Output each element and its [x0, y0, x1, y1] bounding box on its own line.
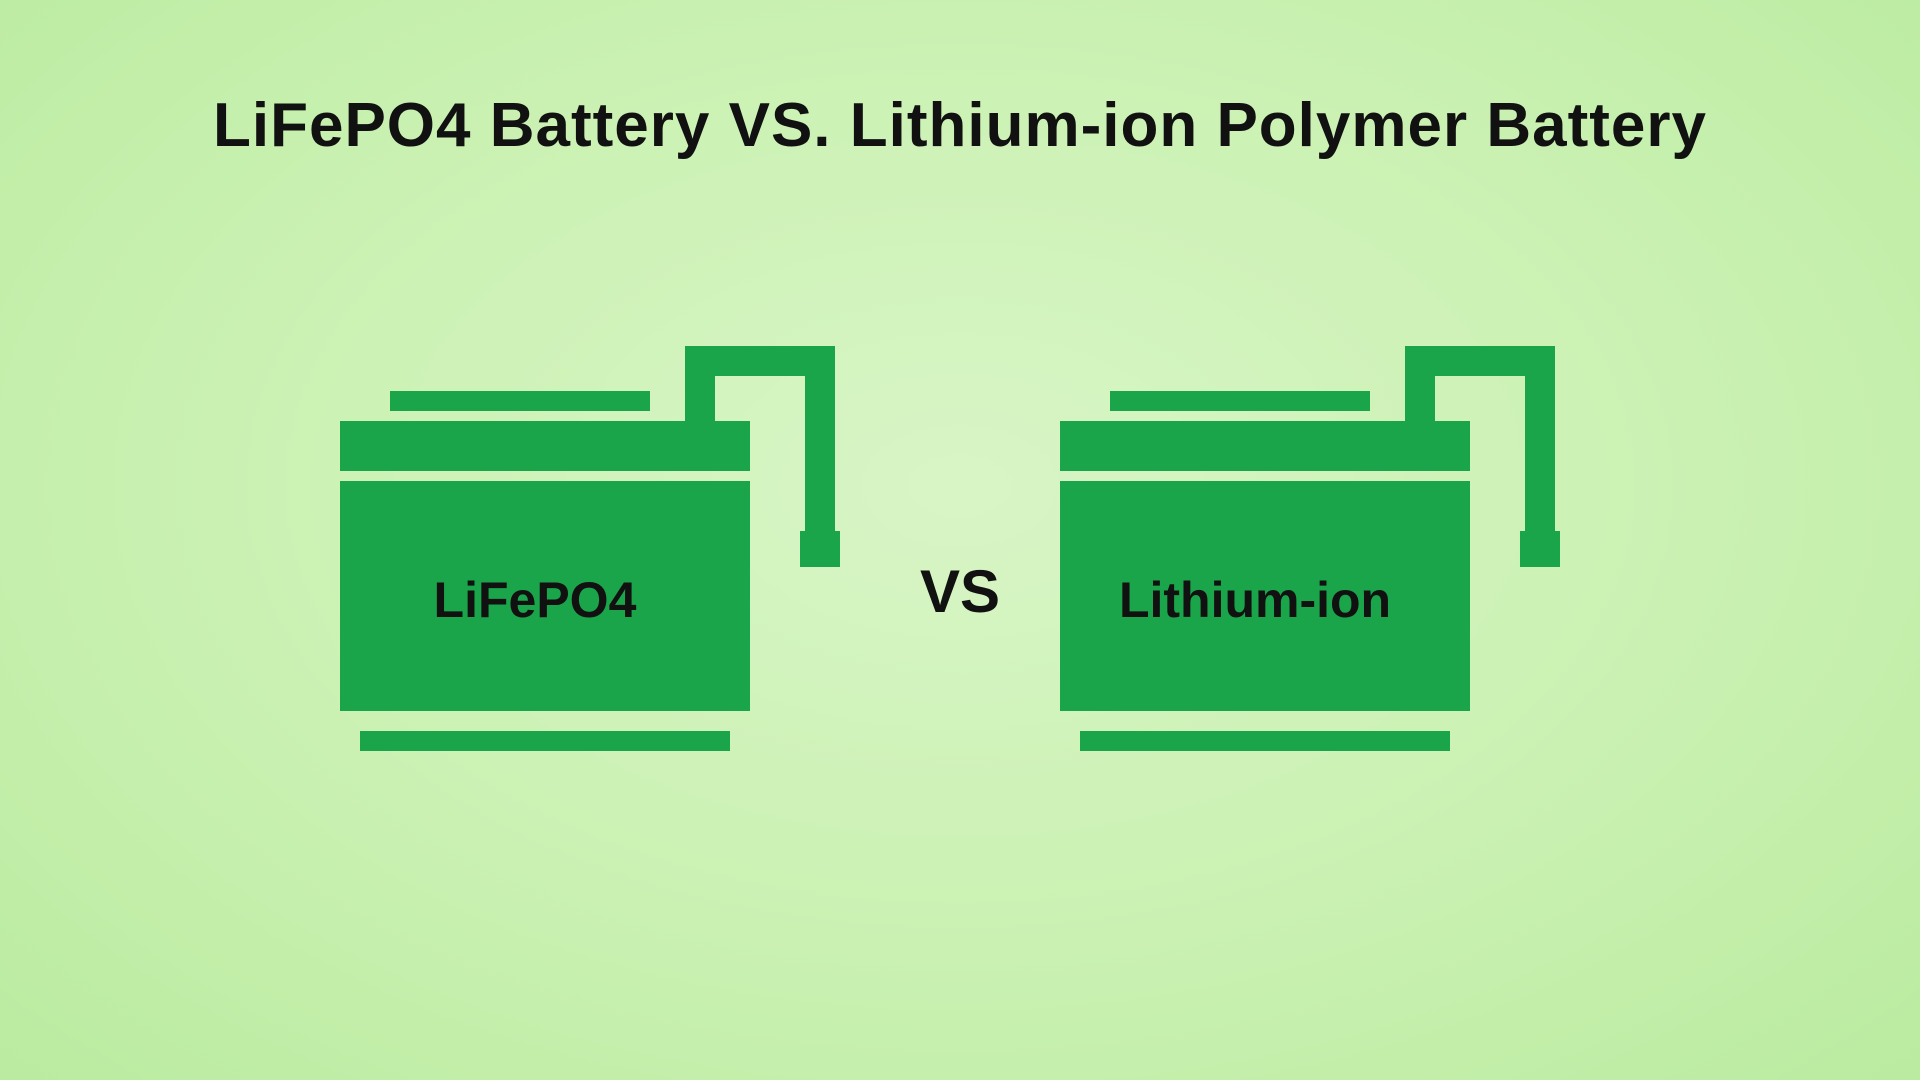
battery-left-label: LiFePO4: [320, 571, 750, 629]
comparison-row: LiFePO4 VS Lithium-ion: [320, 341, 1600, 761]
battery-icon: [1040, 341, 1600, 761]
infographic-canvas: LiFePO4 Battery VS. Lithium-ion Polymer …: [0, 0, 1920, 1080]
battery-right-label: Lithium-ion: [1040, 571, 1470, 629]
vs-label: VS: [920, 557, 1000, 626]
battery-right: Lithium-ion: [1040, 341, 1600, 761]
battery-icon: [320, 341, 880, 761]
page-title: LiFePO4 Battery VS. Lithium-ion Polymer …: [213, 90, 1707, 161]
battery-left: LiFePO4: [320, 341, 880, 761]
